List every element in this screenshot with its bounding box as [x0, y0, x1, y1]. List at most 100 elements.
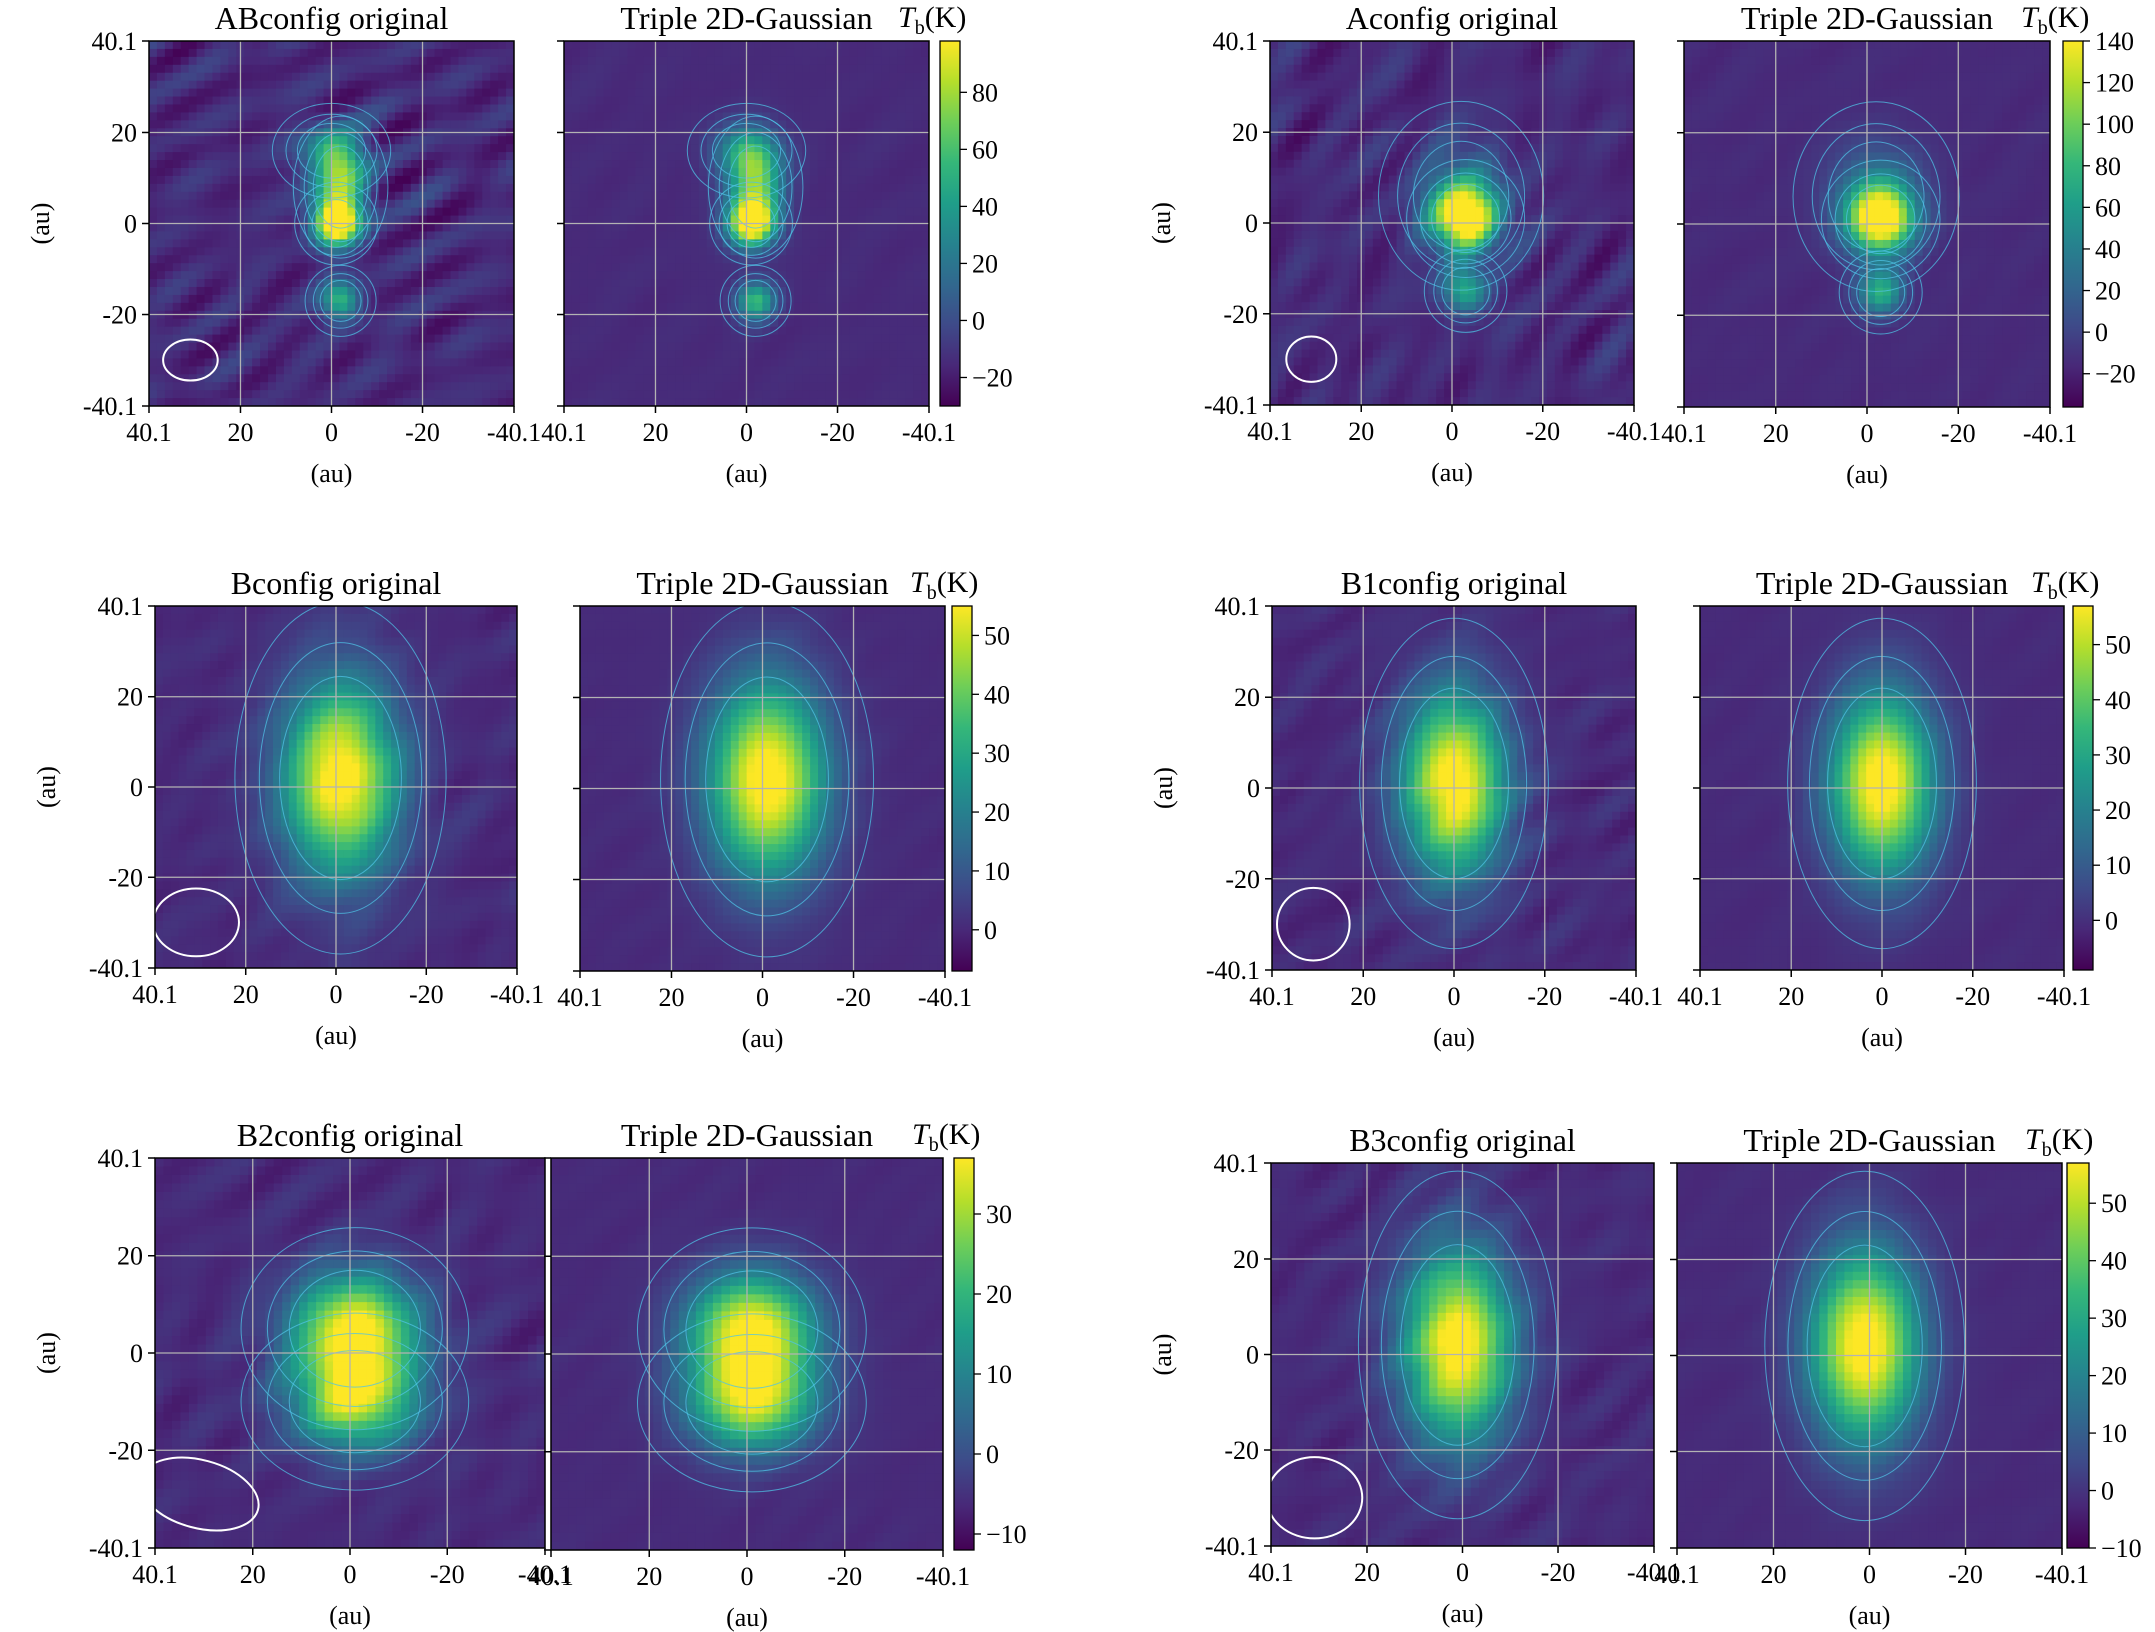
heatmap-cell	[857, 318, 867, 328]
heatmap-cell	[690, 215, 700, 225]
x-tick-label: 40.1	[126, 418, 172, 447]
heatmap-cell	[817, 271, 827, 280]
heatmap-cell	[746, 199, 756, 209]
heatmap-cell	[1277, 365, 1287, 374]
heatmap-cell	[244, 239, 253, 248]
heatmap-cell	[1285, 199, 1295, 208]
heatmap-cell	[426, 41, 436, 50]
heatmap-cell	[347, 382, 356, 391]
heatmap-cell	[786, 334, 795, 344]
heatmap-cell	[474, 247, 483, 256]
heatmap-cell	[402, 279, 412, 288]
heatmap-cell	[1341, 286, 1350, 295]
heatmap-cell	[156, 167, 166, 177]
heatmap-cell	[595, 231, 605, 240]
heatmap-cell	[794, 80, 803, 90]
heatmap-cell	[506, 191, 514, 201]
heatmap-cell	[339, 41, 348, 50]
heatmap-cell	[220, 302, 229, 312]
heatmap-cell	[1301, 317, 1311, 327]
heatmap-cell	[355, 191, 364, 201]
heatmap-cell	[474, 207, 483, 217]
heatmap-cell	[571, 120, 581, 129]
heatmap-cell	[571, 80, 581, 90]
heatmap-cell	[260, 286, 269, 296]
heatmap-cell	[331, 88, 341, 98]
heatmap-cell	[450, 279, 460, 288]
heatmap-cell	[482, 215, 491, 225]
heatmap-cell	[434, 56, 444, 66]
heatmap-cell	[849, 167, 859, 177]
heatmap-cell	[172, 160, 182, 169]
heatmap-cell	[379, 358, 388, 367]
heatmap-cell	[1341, 64, 1350, 74]
heatmap-cell	[1372, 262, 1382, 272]
heatmap-cell	[1285, 246, 1295, 256]
heatmap-cell	[921, 64, 929, 74]
heatmap-cell	[212, 223, 222, 233]
heatmap-cell	[619, 120, 629, 129]
heatmap-cell	[1270, 215, 1279, 224]
heatmap-cell	[442, 152, 452, 161]
heatmap-cell	[252, 136, 261, 145]
heatmap-cell	[1349, 341, 1358, 351]
heatmap-cell	[307, 255, 317, 264]
heatmap-cell	[188, 167, 198, 177]
heatmap-cell	[730, 199, 740, 209]
heatmap-cell	[611, 144, 621, 153]
heatmap-cell	[746, 152, 756, 161]
heatmap-cell	[1309, 175, 1319, 185]
heatmap-cell	[1317, 143, 1326, 153]
heatmap-cell	[228, 199, 237, 209]
heatmap-cell	[611, 318, 621, 328]
heatmap-cell	[307, 120, 317, 129]
heatmap-cell	[659, 223, 668, 233]
heatmap-cell	[315, 56, 325, 66]
heatmap-cell	[402, 318, 412, 328]
heatmap-cell	[683, 88, 692, 98]
heatmap-cell	[1325, 238, 1334, 248]
heatmap-cell	[1293, 104, 1303, 113]
x-tick-label: 0	[740, 418, 753, 447]
heatmap-cell	[1380, 278, 1390, 287]
heatmap-cell	[268, 374, 277, 383]
heatmap-cell	[587, 152, 597, 161]
heatmap-cell	[635, 96, 644, 106]
heatmap-cell	[857, 56, 867, 66]
heatmap-cell	[579, 334, 589, 344]
heatmap-cell	[260, 366, 269, 375]
heatmap-cell	[252, 374, 261, 383]
heatmap-cell	[363, 318, 372, 328]
heatmap-cell	[506, 183, 514, 193]
heatmap-cell	[149, 398, 158, 406]
heatmap-cell	[786, 56, 795, 66]
heatmap-cell	[180, 286, 190, 296]
heatmap-cell	[196, 294, 206, 304]
heatmap-cell	[913, 231, 922, 240]
heatmap-cell	[1317, 207, 1326, 216]
heatmap-cell	[683, 374, 692, 383]
heatmap-cell	[794, 302, 803, 312]
heatmap-cell	[635, 326, 644, 336]
heatmap-cell	[683, 358, 692, 367]
heatmap-cell	[746, 247, 756, 256]
heatmap-cell	[164, 398, 174, 406]
heatmap-cell	[228, 398, 237, 406]
heatmap-cell	[643, 104, 652, 114]
heatmap-cell	[659, 398, 668, 406]
heatmap-cell	[347, 175, 356, 185]
heatmap-cell	[675, 374, 684, 383]
heatmap-cell	[410, 199, 420, 209]
heatmap-cell	[730, 366, 740, 375]
heatmap-cell	[355, 239, 364, 248]
heatmap-cell	[905, 247, 914, 256]
heatmap-cell	[722, 350, 732, 359]
heatmap-cell	[196, 255, 206, 264]
heatmap-cell	[698, 255, 708, 264]
heatmap-cell	[474, 263, 483, 272]
heatmap-cell	[434, 398, 444, 406]
heatmap-cell	[825, 358, 835, 367]
heatmap-cell	[149, 247, 158, 256]
heatmap-cell	[802, 366, 811, 375]
heatmap-cell	[643, 72, 652, 82]
